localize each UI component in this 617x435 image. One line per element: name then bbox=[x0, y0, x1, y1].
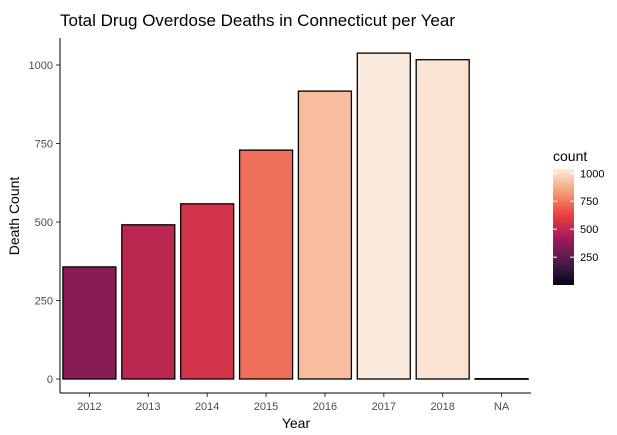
legend-title: count bbox=[553, 148, 587, 164]
legend-tick-label: 1000 bbox=[580, 168, 604, 180]
legend-tick-label: 250 bbox=[580, 252, 598, 264]
x-tick-label: 2015 bbox=[254, 401, 278, 413]
legend-tick-label: 500 bbox=[580, 224, 598, 236]
bar-2017 bbox=[356, 52, 411, 380]
y-tick-label: 0 bbox=[47, 374, 53, 386]
bar-2012 bbox=[62, 266, 117, 380]
y-axis-ticks: 0 250 500 750 1000 bbox=[29, 60, 60, 386]
x-axis-title: Year bbox=[282, 415, 311, 431]
y-tick-label: 750 bbox=[35, 139, 53, 151]
bars bbox=[62, 52, 529, 380]
y-axis-title: Death Count bbox=[6, 177, 22, 256]
legend-colorbar bbox=[553, 169, 574, 285]
legend-tick-label: 750 bbox=[580, 196, 598, 208]
y-tick-label: 250 bbox=[35, 296, 53, 308]
bar-na bbox=[474, 378, 529, 380]
bar-2016 bbox=[297, 90, 353, 380]
legend-ticks: 250 500 750 1000 bbox=[553, 168, 604, 264]
x-tick-label: 2017 bbox=[372, 401, 396, 413]
x-tick-label: 2014 bbox=[195, 401, 219, 413]
x-tick-label: 2016 bbox=[313, 401, 337, 413]
x-tick-label: 2012 bbox=[77, 401, 101, 413]
y-tick-label: 1000 bbox=[29, 60, 53, 72]
x-tick-label: NA bbox=[494, 401, 510, 413]
bar-2014 bbox=[180, 203, 235, 380]
y-tick-label: 500 bbox=[35, 217, 53, 229]
chart-title: Total Drug Overdose Deaths in Connecticu… bbox=[60, 11, 455, 30]
bar-2015 bbox=[238, 149, 294, 380]
bar-2018 bbox=[415, 59, 470, 380]
bar-2013 bbox=[121, 224, 176, 380]
x-tick-label: 2018 bbox=[430, 401, 454, 413]
legend: count 250 500 750 1000 bbox=[553, 148, 604, 285]
x-tick-label: 2013 bbox=[136, 401, 160, 413]
x-axis-ticks: 2012 2013 2014 2015 2016 2017 2018 NA bbox=[77, 393, 510, 413]
